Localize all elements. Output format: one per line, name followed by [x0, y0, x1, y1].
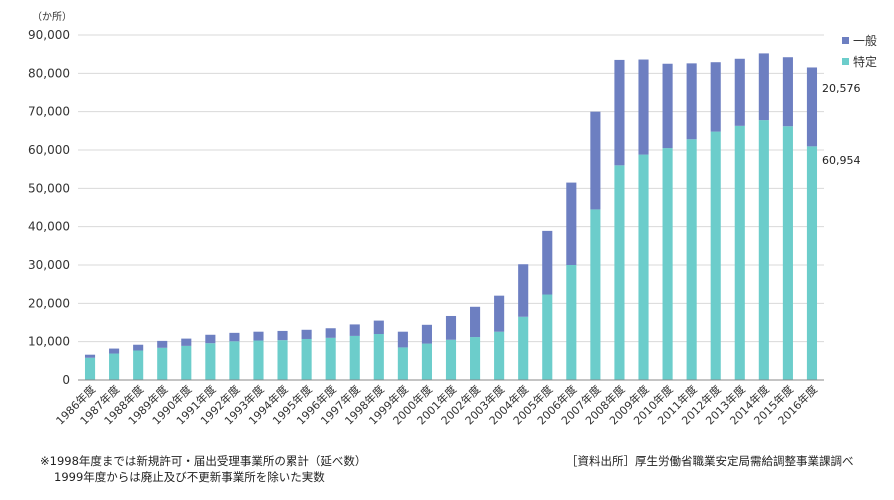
bar-general: [734, 58, 745, 126]
bar-general: [325, 328, 336, 338]
bar-specific: [205, 343, 216, 380]
bar-general: [686, 63, 697, 140]
bar-specific: [590, 209, 601, 380]
footnote-line-1: ※1998年度までは新規許可・届出受理事業所の累計（延べ数）: [40, 454, 367, 468]
y-tick-label: 0: [62, 373, 70, 387]
annotation-specific-2016: 60,954: [822, 154, 861, 167]
bar-specific: [494, 331, 505, 380]
bar-general: [133, 344, 144, 351]
y-tick-label: 90,000: [28, 28, 70, 42]
y-tick-label: 10,000: [28, 335, 70, 349]
bar-specific: [662, 148, 673, 380]
bar-general: [421, 324, 432, 344]
bar-specific: [325, 337, 336, 380]
source-note: ［資料出所］厚生労働省職業安定局需給調整事業課調べ: [566, 454, 854, 468]
legend-swatch: [842, 37, 849, 44]
bar-specific: [806, 146, 818, 380]
bar-general: [373, 320, 384, 334]
bar-specific: [397, 347, 408, 380]
bar-specific: [349, 335, 360, 380]
y-tick-label: 30,000: [28, 258, 70, 272]
bar-general: [349, 324, 360, 336]
bar-specific: [542, 294, 553, 380]
bar-specific: [686, 139, 697, 380]
bar-specific: [157, 347, 168, 380]
bar-specific: [734, 125, 745, 380]
bar-general: [445, 315, 457, 340]
bar-general: [109, 348, 120, 354]
footnote: ※1998年度までは新規許可・届出受理事業所の累計（延べ数） 1999年度からは…: [40, 453, 366, 485]
bar-specific: [229, 341, 240, 380]
bar-general: [205, 334, 216, 344]
bar-general: [614, 59, 625, 166]
bar-general: [84, 354, 96, 358]
y-tick-label: 80,000: [28, 66, 70, 80]
y-tick-label: 50,000: [28, 181, 70, 195]
bar-general: [542, 230, 553, 295]
bar-general: [157, 340, 168, 348]
bar-specific: [373, 334, 384, 380]
bar-specific: [614, 165, 625, 380]
annotation-general-2016: 20,576: [822, 82, 861, 95]
bar-general: [638, 59, 649, 155]
bar-general: [806, 67, 818, 147]
bar-general: [277, 330, 288, 341]
y-tick-label: 40,000: [28, 220, 70, 234]
bar-general: [782, 57, 793, 127]
bar-specific: [301, 338, 312, 380]
bar-specific: [638, 154, 649, 380]
bar-general: [229, 332, 240, 342]
y-unit-label: （か所）: [32, 11, 72, 23]
y-axis-ticks: 0 10,000 20,000 30,000 40,000 50,000 60,000 70,…: [28, 28, 70, 387]
bar-general: [253, 331, 264, 341]
bar-specific: [84, 357, 96, 380]
bar-general: [301, 329, 312, 339]
legend-label: 一般: [853, 33, 877, 48]
bar-general: [590, 111, 601, 210]
bar-specific: [710, 131, 721, 380]
bar-general: [470, 306, 481, 338]
bar-specific: [277, 340, 288, 380]
bar-general: [662, 63, 673, 149]
bar-specific: [782, 126, 793, 380]
bar-general: [710, 62, 721, 132]
y-tick-label: 70,000: [28, 105, 70, 119]
footnote-line-2: 1999年度からは廃止及び不更新事業所を除いた実数: [54, 470, 325, 484]
bar-specific: [758, 120, 769, 380]
bar-specific: [181, 345, 192, 380]
bar-specific: [518, 316, 529, 380]
bars: [84, 53, 818, 380]
bar-specific: [566, 265, 577, 380]
bar-specific: [109, 353, 120, 380]
bar-specific: [445, 339, 457, 380]
bar-specific: [253, 340, 264, 380]
bar-general: [397, 331, 408, 348]
y-tick-label: 20,000: [28, 296, 70, 310]
bar-general: [181, 338, 192, 346]
y-tick-label: 60,000: [28, 143, 70, 157]
bar-specific: [470, 337, 481, 380]
bar-general: [494, 295, 505, 332]
gridlines: [78, 34, 824, 343]
bar-specific: [421, 343, 432, 380]
bar-general: [758, 53, 769, 121]
legend-label: 特定: [853, 54, 877, 69]
legend-swatch: [842, 58, 849, 65]
x-axis-ticks: 1986年度1987年度1988年度1989年度1990年度1991年度1992…: [53, 382, 820, 427]
bar-general: [518, 264, 529, 317]
bar-specific: [133, 350, 144, 380]
bar-general: [566, 182, 577, 265]
